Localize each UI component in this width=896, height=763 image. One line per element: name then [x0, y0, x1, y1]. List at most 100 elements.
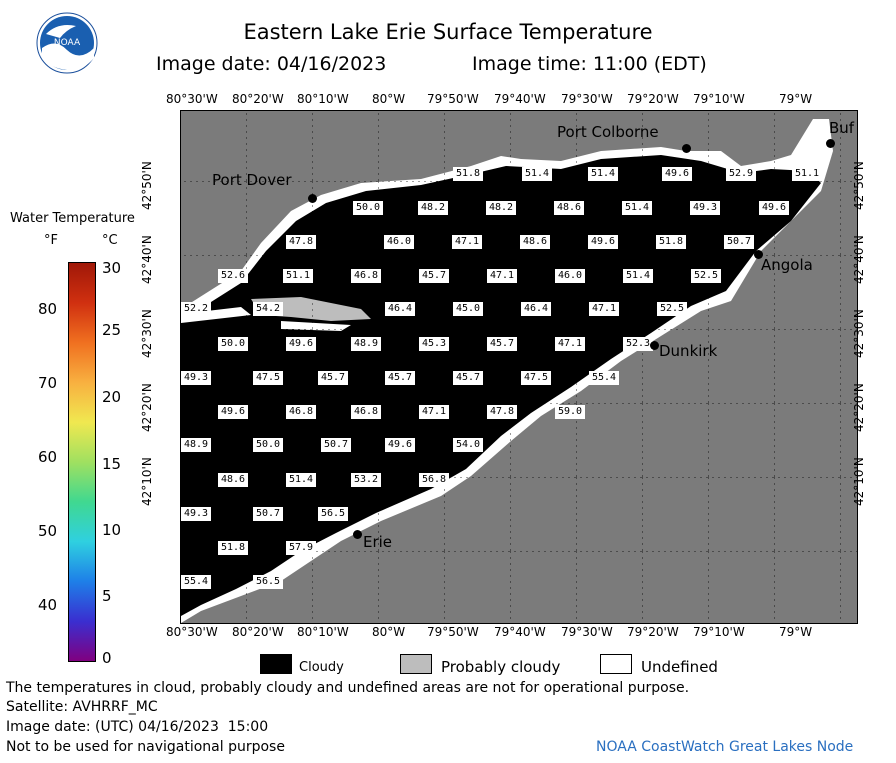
latitude-label-left: 42°20'N	[140, 383, 154, 432]
legend-c-label: 25	[102, 321, 122, 339]
temperature-label: 46.4	[521, 302, 552, 316]
temperature-label: 45.7	[419, 269, 450, 283]
temperature-label: 51.1	[792, 167, 823, 181]
nav-warning-text: Not to be used for navigational purpose	[6, 739, 285, 755]
longitude-label-top: 79°30'W	[561, 92, 613, 106]
temperature-label: 45.7	[385, 371, 416, 385]
latitude-label-right: 42°20'N	[852, 383, 866, 432]
svg-text:NOAA: NOAA	[54, 38, 81, 48]
key-probably-cloudy-swatch	[400, 654, 432, 674]
city-marker	[682, 144, 691, 153]
longitude-label-top: 79°20'W	[627, 92, 679, 106]
noaa-logo: NOAA	[36, 12, 98, 74]
temperature-label: 56.5	[318, 507, 349, 521]
noaa-logo-icon: NOAA	[36, 12, 98, 74]
temperature-label: 47.1	[487, 269, 518, 283]
longitude-label-top: 80°10'W	[297, 92, 349, 106]
temperature-label: 52.5	[691, 269, 722, 283]
temperature-label: 53.2	[351, 473, 382, 487]
image-time: Image time: 11:00 (EDT)	[472, 53, 707, 75]
temperature-label: 50.7	[253, 507, 284, 521]
page-title: Eastern Lake Erie Surface Temperature	[243, 20, 653, 44]
temperature-label: 51.4	[623, 269, 654, 283]
legend-f-label: 80	[38, 300, 58, 318]
temperature-label: 47.1	[419, 405, 450, 419]
temperature-label: 45.0	[453, 302, 484, 316]
longitude-label-top: 80°W	[372, 92, 406, 106]
temperature-label: 51.4	[522, 167, 553, 181]
temperature-label: 46.8	[351, 405, 382, 419]
temperature-label: 50.0	[218, 337, 249, 351]
satellite-text: Satellite: AVHRRF_MC	[6, 699, 158, 715]
legend-f-label: 60	[38, 448, 58, 466]
temperature-label: 51.8	[453, 167, 484, 181]
city-marker	[308, 194, 317, 203]
temperature-label: 55.4	[589, 371, 620, 385]
latitude-label-right: 42°10'N	[852, 457, 866, 506]
city-name-label: Angola	[761, 256, 813, 274]
temperature-label: 48.9	[351, 337, 382, 351]
city-marker	[754, 250, 763, 259]
legend-f-label: 50	[38, 522, 58, 540]
temperature-label: 48.6	[554, 201, 585, 215]
legend-f-label: 70	[38, 374, 58, 392]
image-date: Image date: 04/16/2023	[156, 53, 387, 75]
temperature-color-bar	[68, 262, 96, 662]
temperature-label: 51.4	[286, 473, 317, 487]
longitude-label-top: 79°10'W	[693, 92, 745, 106]
temperature-label: 46.0	[384, 235, 415, 249]
city-name-label: Buf	[829, 119, 855, 137]
temperature-label: 49.6	[385, 438, 416, 452]
temperature-label: 50.0	[253, 438, 284, 452]
latitude-label-right: 42°50'N	[852, 161, 866, 210]
legend-unit-c: °C	[102, 233, 118, 248]
longitude-label-bottom: 80°10'W	[297, 625, 349, 639]
temperature-label: 59.0	[555, 405, 586, 419]
temperature-label: 49.3	[181, 507, 212, 521]
temperature-label: 47.8	[487, 405, 518, 419]
legend-title: Water Temperature	[10, 211, 135, 226]
temperature-label: 54.2	[253, 302, 284, 316]
temperature-label: 48.2	[486, 201, 517, 215]
disclaimer-text: The temperatures in cloud, probably clou…	[6, 680, 690, 696]
credit-text: NOAA CoastWatch Great Lakes Node	[596, 739, 854, 755]
temperature-label: 52.3	[623, 337, 654, 351]
graticule	[181, 111, 857, 623]
temperature-label: 56.5	[253, 575, 284, 589]
key-cloudy-label: Cloudy	[299, 660, 344, 675]
longitude-label-bottom: 79°50'W	[427, 625, 479, 639]
city-marker	[650, 341, 659, 350]
temperature-label: 49.3	[690, 201, 721, 215]
city-name-label: Erie	[363, 533, 393, 551]
temperature-label: 55.4	[181, 575, 212, 589]
latitude-label-left: 42°50'N	[140, 161, 154, 210]
longitude-label-bottom: 79°40'W	[494, 625, 546, 639]
city-marker	[826, 139, 835, 148]
temperature-label: 52.9	[726, 167, 757, 181]
temperature-label: 48.6	[520, 235, 551, 249]
legend-unit-f: °F	[44, 233, 58, 248]
temperature-label: 49.6	[662, 167, 693, 181]
longitude-label-top: 79°50'W	[427, 92, 479, 106]
temperature-label: 47.1	[452, 235, 483, 249]
temperature-label: 52.6	[218, 269, 249, 283]
temperature-label: 46.4	[385, 302, 416, 316]
temperature-label: 49.6	[588, 235, 619, 249]
temperature-label: 51.8	[656, 235, 687, 249]
temperature-label: 56.8	[419, 473, 450, 487]
legend-c-label: 0	[102, 649, 112, 667]
temperature-label: 47.1	[589, 302, 620, 316]
temperature-label: 52.2	[181, 302, 212, 316]
longitude-label-top: 79°40'W	[494, 92, 546, 106]
key-undefined-swatch	[600, 654, 632, 674]
temperature-label: 49.6	[218, 405, 249, 419]
map: 51.8 51.4 51.4 49.6 52.9 51.1 50.0 48.2 48.2 48.6…	[180, 110, 858, 624]
latitude-label-left: 42°30'N	[140, 309, 154, 358]
longitude-label-bottom: 80°W	[372, 625, 406, 639]
key-undefined-label: Undefined	[641, 658, 718, 676]
temperature-label: 48.9	[181, 438, 212, 452]
temperature-label: 50.0	[353, 201, 384, 215]
temperature-label: 45.7	[453, 371, 484, 385]
temperature-label: 45.7	[487, 337, 518, 351]
temperature-label: 47.5	[521, 371, 552, 385]
